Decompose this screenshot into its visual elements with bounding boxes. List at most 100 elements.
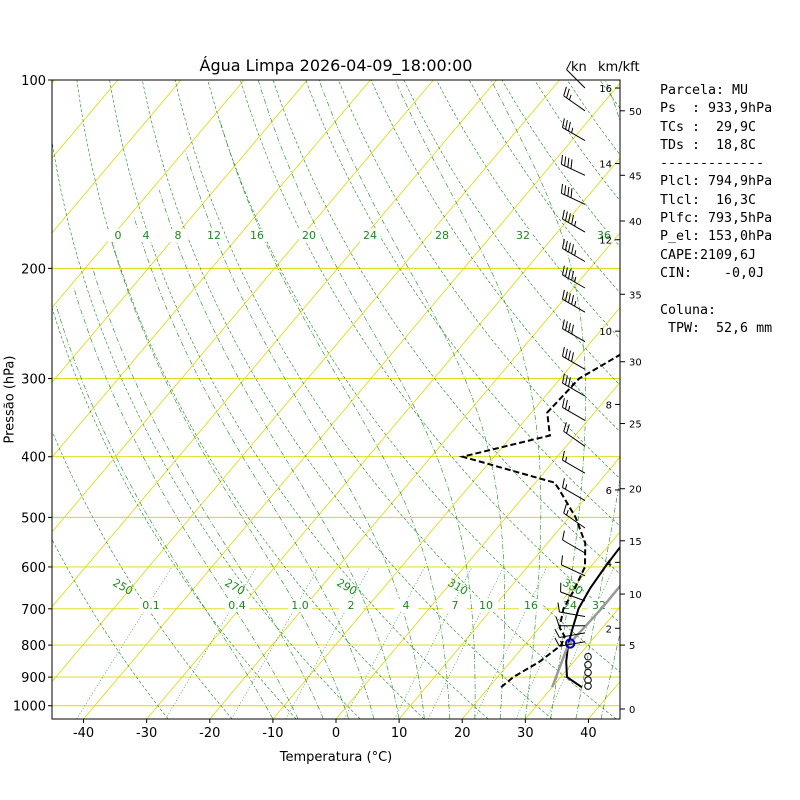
kft-tick-label: 10 (629, 590, 642, 601)
theta-label: 290 (334, 576, 359, 598)
label-bg (587, 599, 611, 612)
dry-adiabat (370, 80, 620, 433)
moist-adiabat (159, 190, 400, 719)
moist-adiabat (185, 151, 425, 719)
isotherm (335, 381, 620, 719)
mixing-ratio-line (343, 566, 426, 719)
plot-frame (51, 79, 621, 720)
isotherm (83, 82, 620, 719)
mixing-ratio-label: 0.4 (228, 599, 246, 612)
theta-label: 270 (222, 576, 247, 598)
mixing-ratio-label: 10 (479, 599, 493, 612)
theta-e-label: 36 (597, 229, 611, 242)
info-line: CIN: -0,0J (660, 265, 765, 281)
calm-wind-marker (584, 682, 592, 690)
y-tick-label: 400 (21, 451, 46, 466)
label-bg (288, 599, 312, 612)
isotherm (52, 80, 371, 458)
isotherm (52, 80, 560, 683)
dry-adiabat (240, 80, 620, 623)
label-bg (474, 599, 498, 612)
x-tick-label: -20 (199, 726, 220, 741)
label-bg (108, 229, 128, 242)
km-tick-label: 8 (606, 400, 612, 411)
theta-e-label: 24 (363, 229, 377, 242)
label-bg (339, 599, 363, 612)
wind-barb (562, 289, 586, 313)
kft-tick-label: 20 (629, 485, 642, 496)
wind-barb (562, 373, 586, 397)
wind-barb (562, 346, 586, 370)
info-line (660, 283, 772, 301)
isotherm (52, 80, 182, 234)
label-bg (432, 229, 452, 242)
dry-adiabat (174, 80, 617, 719)
moist-adiabat (394, 80, 542, 719)
label-bg (394, 599, 418, 612)
dry-adiabat (52, 538, 169, 719)
moist-adiabat (318, 80, 505, 719)
y-tick-label: 500 (21, 511, 46, 526)
km-tick-label: 2 (606, 624, 612, 635)
mixing-ratio-label: 4 (403, 599, 410, 612)
profile-line-1 (458, 353, 620, 688)
label-bg (247, 229, 267, 242)
wind-barb (562, 118, 586, 142)
theta-e-label: 32 (516, 229, 530, 242)
dry-adiabat (52, 139, 361, 719)
mixing-ratio-line (76, 566, 173, 719)
wind-barb (562, 209, 586, 233)
dry-adiabat (142, 80, 553, 719)
label-bg (139, 599, 163, 612)
dry-adiabat (796, 80, 800, 719)
calm-wind-marker (584, 668, 592, 677)
kft-tick-label: 15 (629, 537, 642, 548)
wind-barb (562, 398, 586, 421)
moist-adiabat (56, 306, 274, 719)
moist-adiabat (92, 268, 324, 719)
chart-title: Água Limpa 2026-04-09_18:00:00 (199, 56, 473, 75)
info-line: TPW: 52,6 mm (660, 320, 773, 336)
y-tick-label: 900 (21, 671, 46, 686)
wind-barb (563, 86, 586, 112)
theta-label: 250 (110, 576, 135, 598)
moist-adiabat (257, 80, 476, 719)
km-tick-label: 12 (599, 236, 612, 247)
info-line: CAPE:2109,6J (660, 247, 757, 263)
label-bg (225, 599, 249, 612)
wind-barb (555, 616, 585, 627)
moist-adiabat (133, 216, 375, 719)
km-tick-label: 6 (606, 486, 612, 497)
kft-tick-label: 5 (629, 641, 635, 652)
info-line: Tlcl: 16,3C (660, 192, 757, 208)
dry-adiabat (109, 80, 489, 719)
wind-barb (563, 422, 586, 447)
calm-wind-marker (584, 652, 592, 661)
x-tick-label: 0 (332, 726, 340, 741)
wind-barb (562, 478, 586, 502)
label-bg (204, 229, 224, 242)
mixing-ratio-label: 2 (348, 599, 355, 612)
y-tick-label: 200 (21, 262, 46, 277)
wind-barb (554, 628, 586, 638)
km-tick-label: 14 (599, 160, 612, 171)
x-tick-label: 20 (454, 726, 471, 741)
wind-barb (563, 503, 586, 529)
info-line: Coluna: (660, 302, 717, 318)
kft-tick-label: 40 (629, 217, 642, 228)
info-line: Plfc: 793,5hPa (660, 211, 773, 227)
theta-e-label: 16 (250, 229, 264, 242)
mixing-ratio-line (427, 566, 504, 719)
kft-tick-label: 35 (629, 290, 642, 301)
x-tick-label: -30 (136, 726, 157, 741)
kft-tick-label: 45 (629, 171, 642, 182)
wind-barb (562, 239, 586, 262)
mixing-ratio-label: 0.1 (142, 599, 160, 612)
y-tick-label: 800 (21, 639, 46, 654)
isotherm (52, 80, 308, 384)
info-line: TDs : 18,8C (660, 137, 757, 153)
y-tick-label: 1000 (13, 700, 46, 715)
mixing-ratio-line (231, 566, 320, 719)
isotherm (52, 80, 434, 533)
chart-axes: -40 -30 -20 -10 0 10 20 30 401002003004005006007… (13, 74, 642, 741)
